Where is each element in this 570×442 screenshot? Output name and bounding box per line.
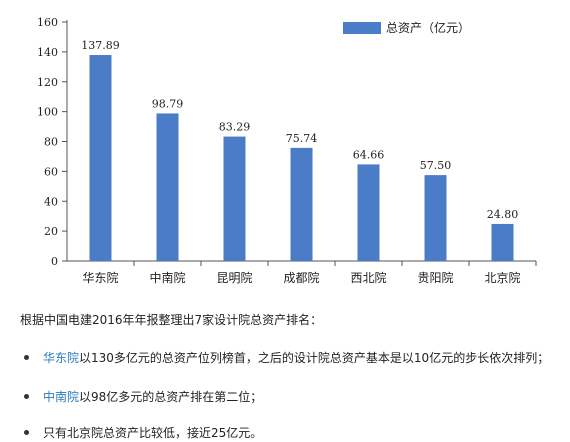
y-tick-label: 160 xyxy=(37,16,58,29)
y-tick-label: 60 xyxy=(44,165,58,178)
x-tick-label: 西北院 xyxy=(350,271,386,285)
bar-value-label: 137.89 xyxy=(81,39,120,52)
bar xyxy=(357,164,380,261)
x-tick-label: 贵阳院 xyxy=(417,271,453,285)
bar xyxy=(491,223,514,261)
bar xyxy=(223,136,246,261)
bullet-item: 华东院以130多亿元的总资产位列榜首，之后的设计院总资产基本是以10亿元的步长依… xyxy=(24,349,549,366)
bullet-item: 只有北京院总资产比较低，接近25亿元。 xyxy=(24,424,262,441)
bar-value-label: 75.74 xyxy=(286,132,318,145)
x-tick-label: 中南院 xyxy=(149,270,185,285)
bar xyxy=(156,113,179,261)
bullet-item: 中南院以98亿多元的总资产排在第二位； xyxy=(24,388,262,405)
bullet-text: 只有北京院总资产比较低，接近25亿元。 xyxy=(43,426,263,440)
bullet-dot-icon xyxy=(24,394,29,399)
bullet-highlight: 华东院 xyxy=(43,351,80,365)
x-tick-label: 北京院 xyxy=(484,271,520,285)
bullet-text: 以98亿多元的总资产排在第二位； xyxy=(79,390,263,404)
bar-chart: 0 20 40 60 80 100 120 140 160 华东院 中南院 昆明院 成都院 西北院 贵阳院… xyxy=(37,16,537,285)
caption-text: 根据中国电建2016年年报整理出7家设计院总资产排名： xyxy=(20,313,323,327)
legend-label: 总资产（亿元） xyxy=(386,20,470,35)
y-tick-label: 140 xyxy=(37,46,58,59)
legend: 总资产（亿元） xyxy=(343,20,470,35)
y-tick-label: 20 xyxy=(44,225,58,238)
y-axis: 0 20 40 60 80 100 120 140 160 xyxy=(37,16,68,268)
bar-value-label: 24.80 xyxy=(487,208,519,221)
y-tick-label: 80 xyxy=(44,136,58,149)
bullet-highlight: 中南院 xyxy=(43,390,80,404)
bar-value-label: 98.79 xyxy=(152,97,184,110)
x-tick-label: 昆明院 xyxy=(216,271,252,285)
legend-swatch xyxy=(343,22,381,34)
y-tick-label: 120 xyxy=(37,76,58,89)
y-tick-label: 0 xyxy=(51,255,58,268)
x-axis: 华东院 中南院 昆明院 成都院 西北院 贵阳院 北京院 xyxy=(67,260,537,285)
bullet-text: 以130多亿元的总资产位列榜首，之后的设计院总资产基本是以10亿元的步长依次排列… xyxy=(79,351,550,365)
bars: 137.89 98.79 83.29 75.74 64.66 57.50 24.80 xyxy=(81,39,519,262)
bar xyxy=(424,175,447,261)
bullet-dot-icon xyxy=(24,355,29,360)
x-tick-label: 华东院 xyxy=(82,271,118,285)
bar-value-label: 64.66 xyxy=(353,148,385,161)
bullet-dot-icon xyxy=(24,430,29,435)
bar xyxy=(290,147,313,261)
x-tick-label: 成都院 xyxy=(283,271,319,285)
bar-value-label: 83.29 xyxy=(219,121,251,134)
y-tick-label: 100 xyxy=(37,106,58,119)
y-tick-label: 40 xyxy=(44,195,58,208)
bar xyxy=(89,55,112,262)
bar-value-label: 57.50 xyxy=(420,159,452,172)
